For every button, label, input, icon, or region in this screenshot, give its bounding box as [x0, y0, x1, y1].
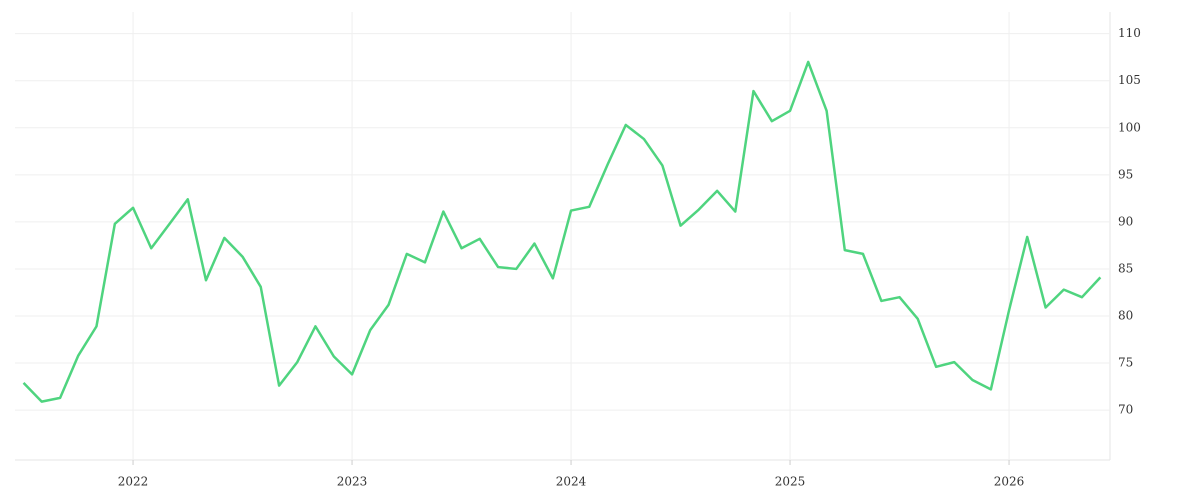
y-tick-label: 90 [1118, 214, 1133, 228]
y-tick-label: 100 [1118, 120, 1141, 134]
y-tick-label: 75 [1118, 356, 1133, 370]
y-tick-label: 85 [1118, 261, 1133, 275]
y-tick-label: 95 [1118, 167, 1133, 181]
x-tick-label: 2024 [556, 475, 587, 489]
x-tick-label: 2025 [775, 475, 806, 489]
y-tick-label: 105 [1118, 73, 1141, 87]
x-tick-label: 2022 [118, 475, 149, 489]
y-tick-label: 70 [1118, 403, 1133, 417]
y-tick-label: 80 [1118, 309, 1133, 323]
y-tick-label: 110 [1118, 26, 1141, 40]
x-tick-label: 2023 [337, 475, 368, 489]
x-tick-label: 2026 [994, 475, 1025, 489]
data-line [22, 60, 1102, 403]
